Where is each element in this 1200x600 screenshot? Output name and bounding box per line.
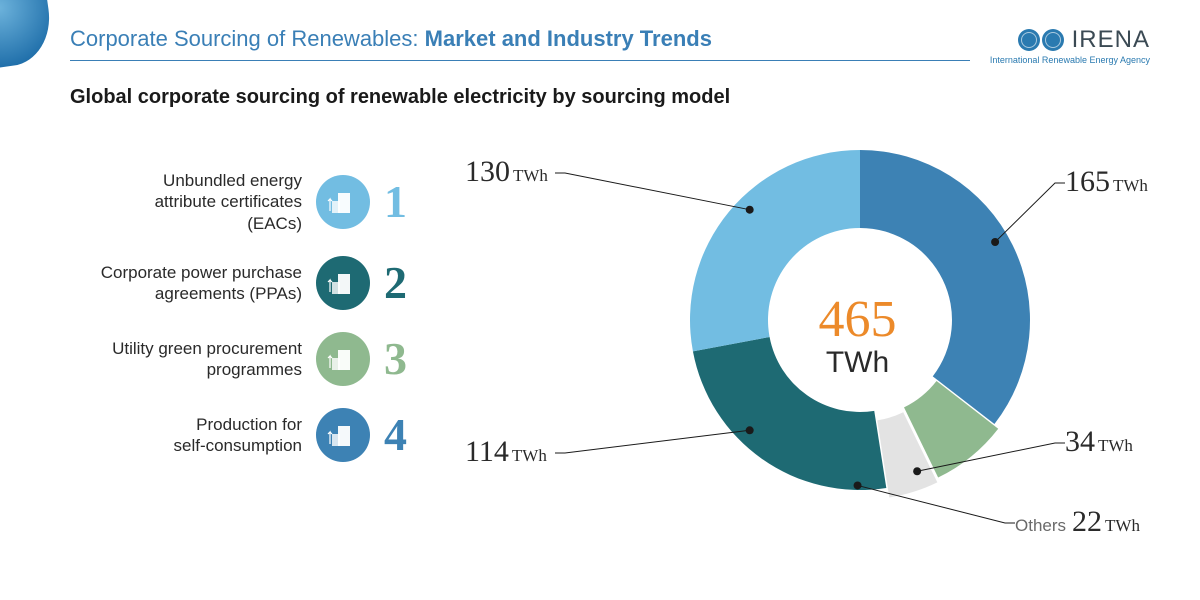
donut-center-value: 465: [785, 295, 930, 344]
callout-value: 22: [1072, 505, 1102, 538]
corner-decoration: [0, 0, 56, 69]
legend-icon: [316, 332, 370, 386]
page-title: Corporate Sourcing of Renewables: Market…: [70, 26, 712, 52]
chart-subtitle: Global corporate sourcing of renewable e…: [70, 86, 730, 109]
legend-item: Utility green procurementprogrammes 3: [45, 332, 420, 386]
brand-subtitle: International Renewable Energy Agency: [990, 55, 1150, 65]
donut-chart: 465 TWh 165TWh34TWhOthers22TWh114TWh130T…: [555, 110, 1155, 590]
title-main: Market and Industry Trends: [425, 26, 712, 51]
callout-green: 114TWh: [465, 435, 547, 469]
legend-number: 4: [384, 408, 420, 461]
callout-unit: TWh: [512, 446, 547, 465]
donut-center-label: 465 TWh: [785, 295, 930, 380]
brand-block: IRENA International Renewable Energy Age…: [990, 26, 1150, 65]
callout-self: 34TWh: [1065, 425, 1133, 459]
callout-unit: TWh: [1105, 516, 1140, 535]
title-prefix: Corporate Sourcing of Renewables:: [70, 26, 425, 51]
brand-name: IRENA: [1072, 26, 1150, 54]
brand-logo-icon: [1018, 29, 1064, 51]
callout-value: 114: [465, 435, 509, 468]
legend-number: 3: [384, 332, 420, 385]
callout-value: 130: [465, 155, 510, 188]
callout-ppa: 165TWh: [1065, 165, 1148, 199]
callout-unit: TWh: [1098, 436, 1133, 455]
legend-icon: [316, 256, 370, 310]
legend-number: 2: [384, 256, 420, 309]
legend-icon: [316, 408, 370, 462]
legend-item: Corporate power purchaseagreements (PPAs…: [45, 256, 420, 310]
legend: Unbundled energyattribute certificates(E…: [45, 170, 420, 462]
title-underline: [70, 60, 970, 61]
donut-center-unit: TWh: [785, 346, 930, 380]
legend-icon: [316, 175, 370, 229]
legend-label: Unbundled energyattribute certificates(E…: [155, 170, 302, 234]
callout-value: 165: [1065, 165, 1110, 198]
callout-others: Others 22TWh: [1015, 505, 1140, 539]
legend-item: Unbundled energyattribute certificates(E…: [45, 170, 420, 234]
legend-item: Production forself-consumption 4: [45, 408, 420, 462]
callout-eac: 130TWh: [465, 155, 548, 189]
legend-number: 1: [384, 175, 420, 228]
callout-unit: TWh: [513, 166, 548, 185]
legend-label: Corporate power purchaseagreements (PPAs…: [101, 262, 302, 305]
callout-unit: TWh: [1113, 176, 1148, 195]
callout-prefix: Others: [1015, 516, 1066, 535]
callout-value: 34: [1065, 425, 1095, 458]
donut-slice-ppa: [860, 150, 1030, 424]
legend-label: Production forself-consumption: [173, 414, 302, 457]
legend-label: Utility green procurementprogrammes: [112, 338, 302, 381]
